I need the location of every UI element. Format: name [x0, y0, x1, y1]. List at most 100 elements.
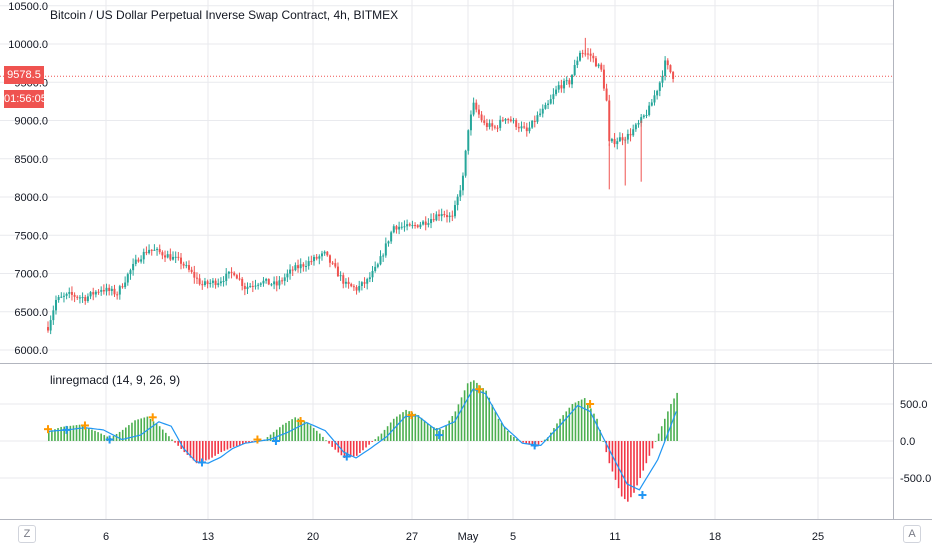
candle-body — [374, 266, 377, 271]
candle-body — [576, 60, 579, 66]
histogram-bar — [57, 428, 59, 441]
candle-body — [446, 215, 448, 218]
histogram-bar — [383, 429, 386, 441]
candle-body — [515, 120, 518, 127]
candle-body — [206, 281, 209, 285]
candle-body — [451, 215, 454, 217]
histogram-bar — [485, 390, 487, 441]
indicator-axis-tick-label: -500.0 — [900, 473, 931, 485]
price-axis-tick-label: 6500.0 — [14, 307, 48, 319]
histogram-bar — [168, 436, 170, 441]
indicator-label[interactable]: linregmacd (14, 9, 26, 9) — [50, 373, 181, 387]
histogram-bar — [516, 438, 518, 441]
auto-scale-right-button[interactable]: A — [903, 525, 921, 543]
histogram-bar — [565, 411, 568, 441]
signal-line — [47, 388, 677, 491]
candle-body — [297, 265, 300, 269]
histogram-bar — [405, 409, 407, 441]
histogram-bar — [121, 429, 124, 441]
candle-body — [382, 255, 385, 257]
candle-body — [57, 297, 60, 300]
time-axis-tick-label: 27 — [406, 531, 418, 543]
histogram-bar — [303, 421, 306, 441]
histogram-bar — [497, 418, 500, 441]
candle-body — [209, 282, 212, 285]
histogram-bar — [54, 429, 56, 441]
candle-body — [158, 248, 161, 253]
histogram-bar — [673, 398, 675, 441]
price-axis-tick-label: 8000.0 — [14, 192, 48, 204]
candle-body — [477, 109, 480, 115]
candle-body — [219, 281, 222, 284]
candle-body — [528, 127, 531, 132]
candle-body — [331, 262, 334, 264]
candle-body — [459, 190, 462, 197]
candle-body — [262, 280, 265, 284]
histogram-bar — [81, 425, 84, 441]
candle-body — [164, 255, 167, 258]
histogram-bar — [115, 433, 118, 441]
histogram-bar — [445, 425, 447, 441]
histogram-bar — [205, 441, 207, 461]
time-axis-tick-label: 5 — [510, 531, 516, 543]
histogram-bar — [232, 441, 235, 447]
histogram-bar — [676, 392, 678, 441]
histogram-bar — [198, 441, 201, 463]
histogram-bar — [334, 441, 337, 450]
candle-body — [102, 289, 105, 292]
histogram-bar — [636, 441, 638, 486]
histogram-bar — [340, 441, 343, 456]
candle-body — [453, 205, 456, 217]
candle-body — [626, 133, 629, 140]
histogram-bar — [368, 441, 370, 445]
histogram-bar — [220, 441, 223, 453]
histogram-bar — [103, 435, 106, 441]
candle-body — [424, 221, 427, 225]
candle-body — [174, 256, 177, 258]
histogram-bar — [143, 417, 146, 441]
candle-body — [435, 214, 438, 221]
histogram-bar — [75, 425, 78, 441]
candle-body — [618, 137, 621, 142]
histogram-bar — [648, 441, 651, 456]
histogram-bar — [590, 408, 592, 441]
histogram-bar — [229, 441, 232, 449]
candle-body — [235, 275, 238, 279]
histogram-bar — [654, 441, 657, 442]
candle-body — [483, 120, 486, 123]
candle-body — [632, 129, 635, 136]
histogram-bar — [577, 401, 580, 441]
candle-body — [406, 224, 409, 227]
candle-body — [201, 284, 204, 286]
histogram-bar — [479, 385, 481, 441]
histogram-bar — [580, 399, 583, 441]
price-axis-tick-label: 8500.0 — [14, 154, 48, 166]
candle-body — [584, 53, 587, 55]
candle-body — [552, 94, 555, 100]
candle-body — [579, 52, 581, 61]
indicator-axis-tick-label: 0.0 — [900, 436, 915, 448]
histogram-bar — [134, 420, 136, 441]
candle-body — [656, 90, 659, 96]
histogram-bar — [664, 418, 666, 441]
candle-body — [76, 296, 79, 298]
candle-body — [105, 287, 108, 292]
candle-body — [230, 271, 233, 273]
histogram-bar — [553, 428, 555, 441]
histogram-bar — [248, 441, 250, 443]
candle-body — [517, 126, 520, 129]
candle-body — [469, 114, 472, 131]
candle-body — [504, 119, 507, 121]
candle-body — [411, 225, 414, 227]
auto-scale-left-button[interactable]: Z — [18, 525, 36, 543]
candle-body — [536, 115, 539, 122]
histogram-bar — [362, 441, 364, 451]
time-axis-tick-label: 11 — [609, 531, 620, 543]
candle-body — [358, 285, 361, 291]
histogram-bar — [371, 441, 373, 442]
histogram-bar — [448, 420, 450, 441]
candle-body — [326, 251, 329, 256]
histogram-bar — [69, 425, 72, 441]
